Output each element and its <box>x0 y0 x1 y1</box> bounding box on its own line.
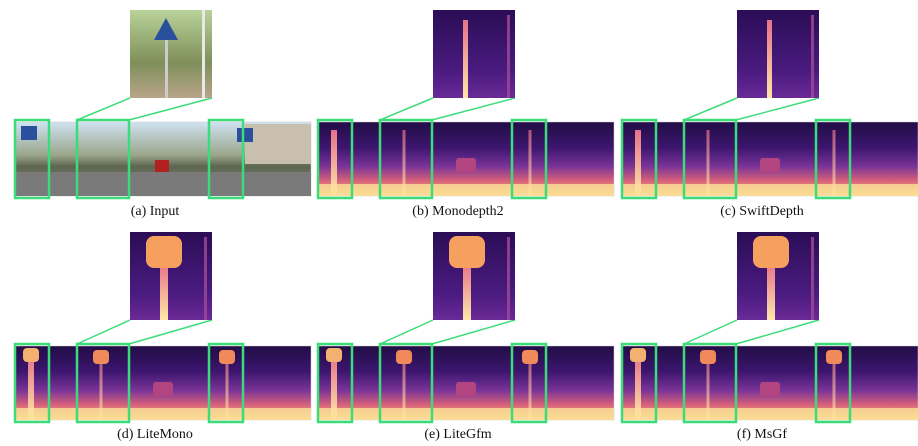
car-blob <box>760 158 780 172</box>
sign-blob <box>93 350 109 364</box>
sign-blob <box>396 350 412 364</box>
sign-blob <box>753 236 789 268</box>
zoom-inset <box>433 10 515 98</box>
pole <box>507 15 510 98</box>
pole <box>767 262 775 320</box>
sign-blob <box>826 350 842 364</box>
pole <box>507 237 510 320</box>
sign-blob <box>146 236 182 268</box>
road <box>15 172 311 196</box>
building <box>245 124 311 164</box>
zoom-inset <box>737 10 819 98</box>
caption: (c) SwiftDepth <box>720 204 804 219</box>
sign <box>21 126 37 140</box>
car-blob <box>153 382 173 396</box>
sign-blob <box>219 350 235 364</box>
connector <box>736 320 819 344</box>
car-blob <box>456 158 476 172</box>
pole <box>811 237 814 320</box>
connector <box>77 98 130 120</box>
pole <box>767 20 772 98</box>
zoom-inset <box>130 10 212 98</box>
car-blob <box>760 382 780 396</box>
pole <box>811 15 814 98</box>
sign-blob <box>449 236 485 268</box>
connector <box>380 98 433 120</box>
caption: (d) LiteMono <box>117 427 193 442</box>
pole <box>160 262 168 320</box>
pole <box>165 40 168 98</box>
connector <box>380 320 433 344</box>
sign-blob <box>522 350 538 364</box>
car <box>155 160 169 172</box>
sign <box>237 128 253 142</box>
connector <box>77 320 130 344</box>
sign-blob <box>326 348 342 362</box>
ground <box>318 408 614 420</box>
connector <box>129 320 212 344</box>
figure: (a) Input (b) Monodepth2 (c) SwiftDepth (d)… <box>0 0 918 446</box>
ground <box>318 184 614 196</box>
caption: (e) LiteGfm <box>424 427 491 442</box>
car-blob <box>456 382 476 396</box>
pole <box>463 262 471 320</box>
caption: (a) Input <box>131 204 180 219</box>
pole <box>463 20 468 98</box>
ground <box>622 408 918 420</box>
connector <box>684 98 737 120</box>
connector <box>432 320 515 344</box>
caption: (f) MsGf <box>737 427 787 442</box>
sign-blob <box>700 350 716 364</box>
pole <box>204 237 207 320</box>
sign-blob <box>23 348 39 362</box>
connector <box>736 98 819 120</box>
caption: (b) Monodepth2 <box>412 204 503 219</box>
ground <box>622 184 918 196</box>
ground <box>15 408 311 420</box>
connector <box>684 320 737 344</box>
connector <box>129 98 212 120</box>
pole <box>202 10 205 98</box>
connector <box>432 98 515 120</box>
sign-blob <box>630 348 646 362</box>
